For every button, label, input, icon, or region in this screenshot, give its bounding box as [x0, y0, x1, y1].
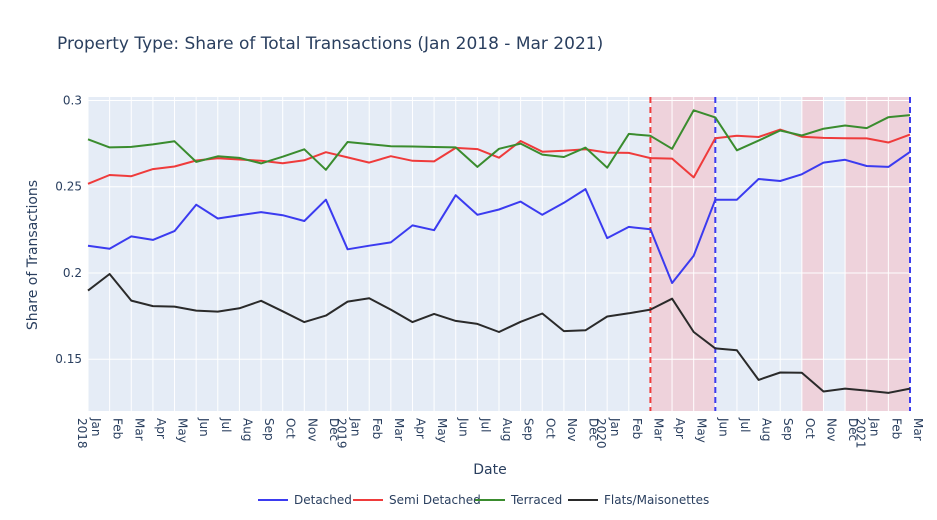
series-line-detached [87, 151, 911, 284]
x-tick-label: Jan [349, 417, 363, 437]
x-tick-label: Apr [154, 418, 168, 439]
x-tick-label-year: 2019 [335, 418, 349, 449]
x-tick-label: Aug [240, 418, 254, 441]
x-tick-label: Jul [738, 417, 752, 432]
x-tick-label: Dec [587, 418, 601, 441]
x-tick-label: Mar [651, 418, 665, 441]
series-line-terraced [87, 109, 911, 171]
x-tick-label: Jan [608, 417, 622, 437]
x-tick-label: Jan [868, 417, 882, 437]
x-tick-label-year: 2018 [75, 418, 89, 449]
y-axis-title: Share of Transactions [25, 180, 41, 330]
y-tick-label: 0.15 [55, 352, 82, 366]
x-tick-label: Feb [370, 418, 384, 439]
x-tick-label: Jun [457, 417, 471, 437]
x-tick-label: Jun [197, 417, 211, 437]
x-tick-label: Jul [478, 417, 492, 432]
x-tick-label: May [695, 418, 709, 443]
legend-label: Flats/Maisonettes [604, 493, 709, 507]
x-tick-label: Mar [392, 418, 406, 441]
x-tick-label: Oct [284, 418, 298, 439]
chart-title: Property Type: Share of Total Transactio… [57, 34, 603, 54]
x-tick-label: Apr [673, 418, 687, 439]
series-line-flats-maisonettes [87, 273, 911, 394]
shaded-period [845, 97, 910, 411]
x-tick-label: Mar [132, 418, 146, 441]
x-tick-label: Nov [565, 418, 579, 441]
legend-label: Detached [294, 493, 352, 507]
x-axis-title: Date [473, 462, 506, 478]
x-tick-label: Mar [911, 418, 925, 441]
x-tick-label: Aug [500, 418, 514, 441]
series-line-semi-detached [87, 128, 911, 185]
x-tick-label-year: 2021 [854, 418, 868, 449]
x-tick-label: Dec [327, 418, 341, 441]
x-tick-label: Sep [262, 418, 276, 441]
x-tick-label: Jan [89, 417, 103, 437]
y-tick-label: 0.25 [55, 180, 82, 194]
shaded-period [801, 97, 824, 411]
x-tick-label: Feb [889, 418, 903, 439]
x-tick-label: May [435, 418, 449, 443]
x-tick-label: Oct [803, 418, 817, 439]
x-tick-label: Nov [305, 418, 319, 441]
x-tick-label: Apr [413, 418, 427, 439]
legend-label: Semi Detached [389, 493, 481, 507]
x-tick-label: Nov [824, 418, 838, 441]
x-tick-label: Jul [219, 417, 233, 432]
x-tick-label: Dec [846, 418, 860, 441]
x-tick-label: Feb [630, 418, 644, 439]
x-tick-label: Sep [781, 418, 795, 441]
x-tick-label: Aug [760, 418, 774, 441]
x-tick-label: Feb [111, 418, 125, 439]
x-tick-label: May [176, 418, 190, 443]
x-tick-label-year: 2020 [594, 418, 608, 449]
x-tick-label: Oct [543, 418, 557, 439]
y-tick-label: 0.2 [63, 266, 82, 280]
x-tick-label: Sep [522, 418, 536, 441]
y-tick-label: 0.3 [63, 93, 82, 107]
x-tick-label: Jun [716, 417, 730, 437]
legend-label: Terraced [510, 493, 562, 507]
